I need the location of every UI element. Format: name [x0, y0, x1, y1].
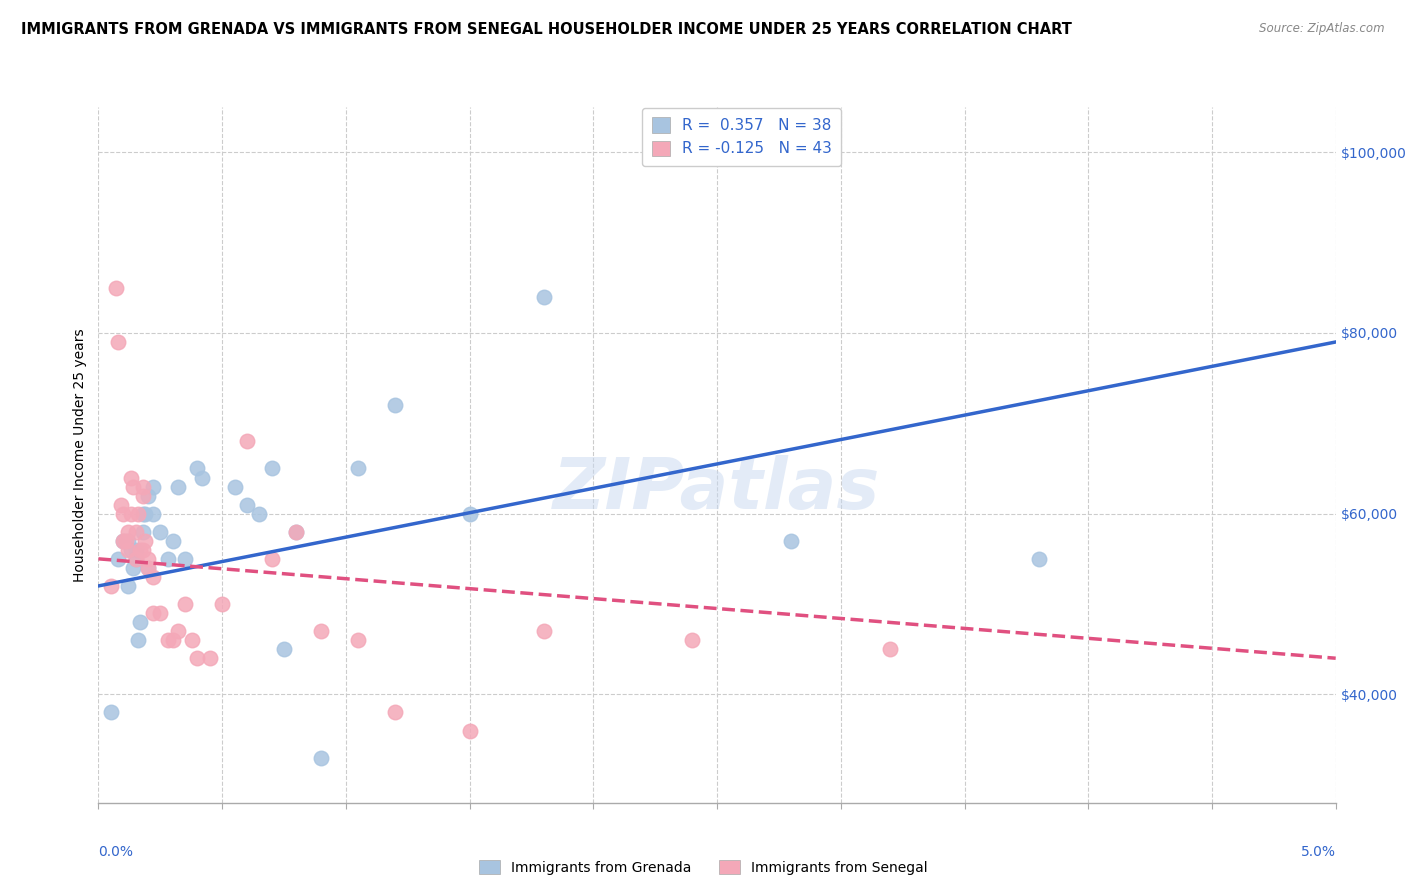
Point: [132, 542, 155, 557]
Point: [384, 398, 406, 412]
Point: [132, 507, 155, 521]
Point: [122, 479, 145, 493]
Point: [124, 542, 146, 557]
Point: [681, 633, 703, 648]
Point: [166, 624, 188, 639]
Point: [136, 489, 159, 503]
Point: [112, 533, 135, 548]
Point: [142, 606, 165, 620]
Point: [142, 479, 165, 493]
Point: [124, 551, 146, 566]
Point: [285, 524, 308, 539]
Point: [100, 706, 122, 720]
Point: [174, 551, 197, 566]
Point: [780, 533, 803, 548]
Point: [533, 624, 555, 639]
Point: [879, 642, 901, 657]
Point: [247, 507, 270, 521]
Point: [129, 542, 152, 557]
Point: [114, 533, 136, 548]
Point: [174, 597, 197, 611]
Point: [236, 434, 259, 449]
Point: [1028, 551, 1050, 566]
Point: [309, 750, 332, 764]
Point: [458, 507, 481, 521]
Legend: R =  0.357   N = 38, R = -0.125   N = 43: R = 0.357 N = 38, R = -0.125 N = 43: [643, 108, 841, 166]
Point: [156, 551, 179, 566]
Point: [136, 561, 159, 575]
Point: [211, 597, 233, 611]
Point: [132, 489, 155, 503]
Point: [107, 334, 129, 349]
Point: [117, 542, 139, 557]
Point: [132, 524, 155, 539]
Point: [127, 633, 149, 648]
Point: [127, 507, 149, 521]
Point: [117, 533, 139, 548]
Point: [117, 524, 139, 539]
Point: [136, 551, 159, 566]
Point: [100, 579, 122, 593]
Point: [134, 507, 156, 521]
Point: [104, 281, 127, 295]
Point: [124, 551, 146, 566]
Point: [191, 470, 214, 484]
Y-axis label: Householder Income Under 25 years: Householder Income Under 25 years: [73, 328, 87, 582]
Point: [120, 507, 142, 521]
Point: [273, 642, 295, 657]
Text: Source: ZipAtlas.com: Source: ZipAtlas.com: [1260, 22, 1385, 36]
Point: [347, 461, 370, 475]
Point: [120, 542, 142, 557]
Point: [309, 624, 332, 639]
Point: [142, 507, 165, 521]
Point: [156, 633, 179, 648]
Point: [110, 498, 132, 512]
Point: [117, 579, 139, 593]
Point: [458, 723, 481, 738]
Point: [236, 498, 259, 512]
Point: [384, 706, 406, 720]
Point: [122, 561, 145, 575]
Point: [347, 633, 370, 648]
Text: ZIPatlas: ZIPatlas: [554, 455, 880, 524]
Point: [533, 290, 555, 304]
Point: [112, 533, 135, 548]
Point: [186, 461, 208, 475]
Point: [224, 479, 246, 493]
Point: [260, 551, 283, 566]
Point: [166, 479, 188, 493]
Point: [107, 551, 129, 566]
Point: [136, 561, 159, 575]
Point: [129, 615, 152, 629]
Point: [124, 524, 146, 539]
Point: [112, 507, 135, 521]
Point: [186, 651, 208, 665]
Point: [162, 533, 184, 548]
Point: [120, 470, 142, 484]
Text: IMMIGRANTS FROM GRENADA VS IMMIGRANTS FROM SENEGAL HOUSEHOLDER INCOME UNDER 25 Y: IMMIGRANTS FROM GRENADA VS IMMIGRANTS FR…: [21, 22, 1071, 37]
Point: [285, 524, 308, 539]
Point: [142, 570, 165, 584]
Legend: Immigrants from Grenada, Immigrants from Senegal: Immigrants from Grenada, Immigrants from…: [472, 855, 934, 880]
Point: [162, 633, 184, 648]
Point: [149, 524, 172, 539]
Point: [132, 479, 155, 493]
Point: [134, 533, 156, 548]
Point: [260, 461, 283, 475]
Point: [198, 651, 221, 665]
Point: [149, 606, 172, 620]
Point: [181, 633, 204, 648]
Text: 5.0%: 5.0%: [1301, 845, 1336, 858]
Text: 0.0%: 0.0%: [98, 845, 134, 858]
